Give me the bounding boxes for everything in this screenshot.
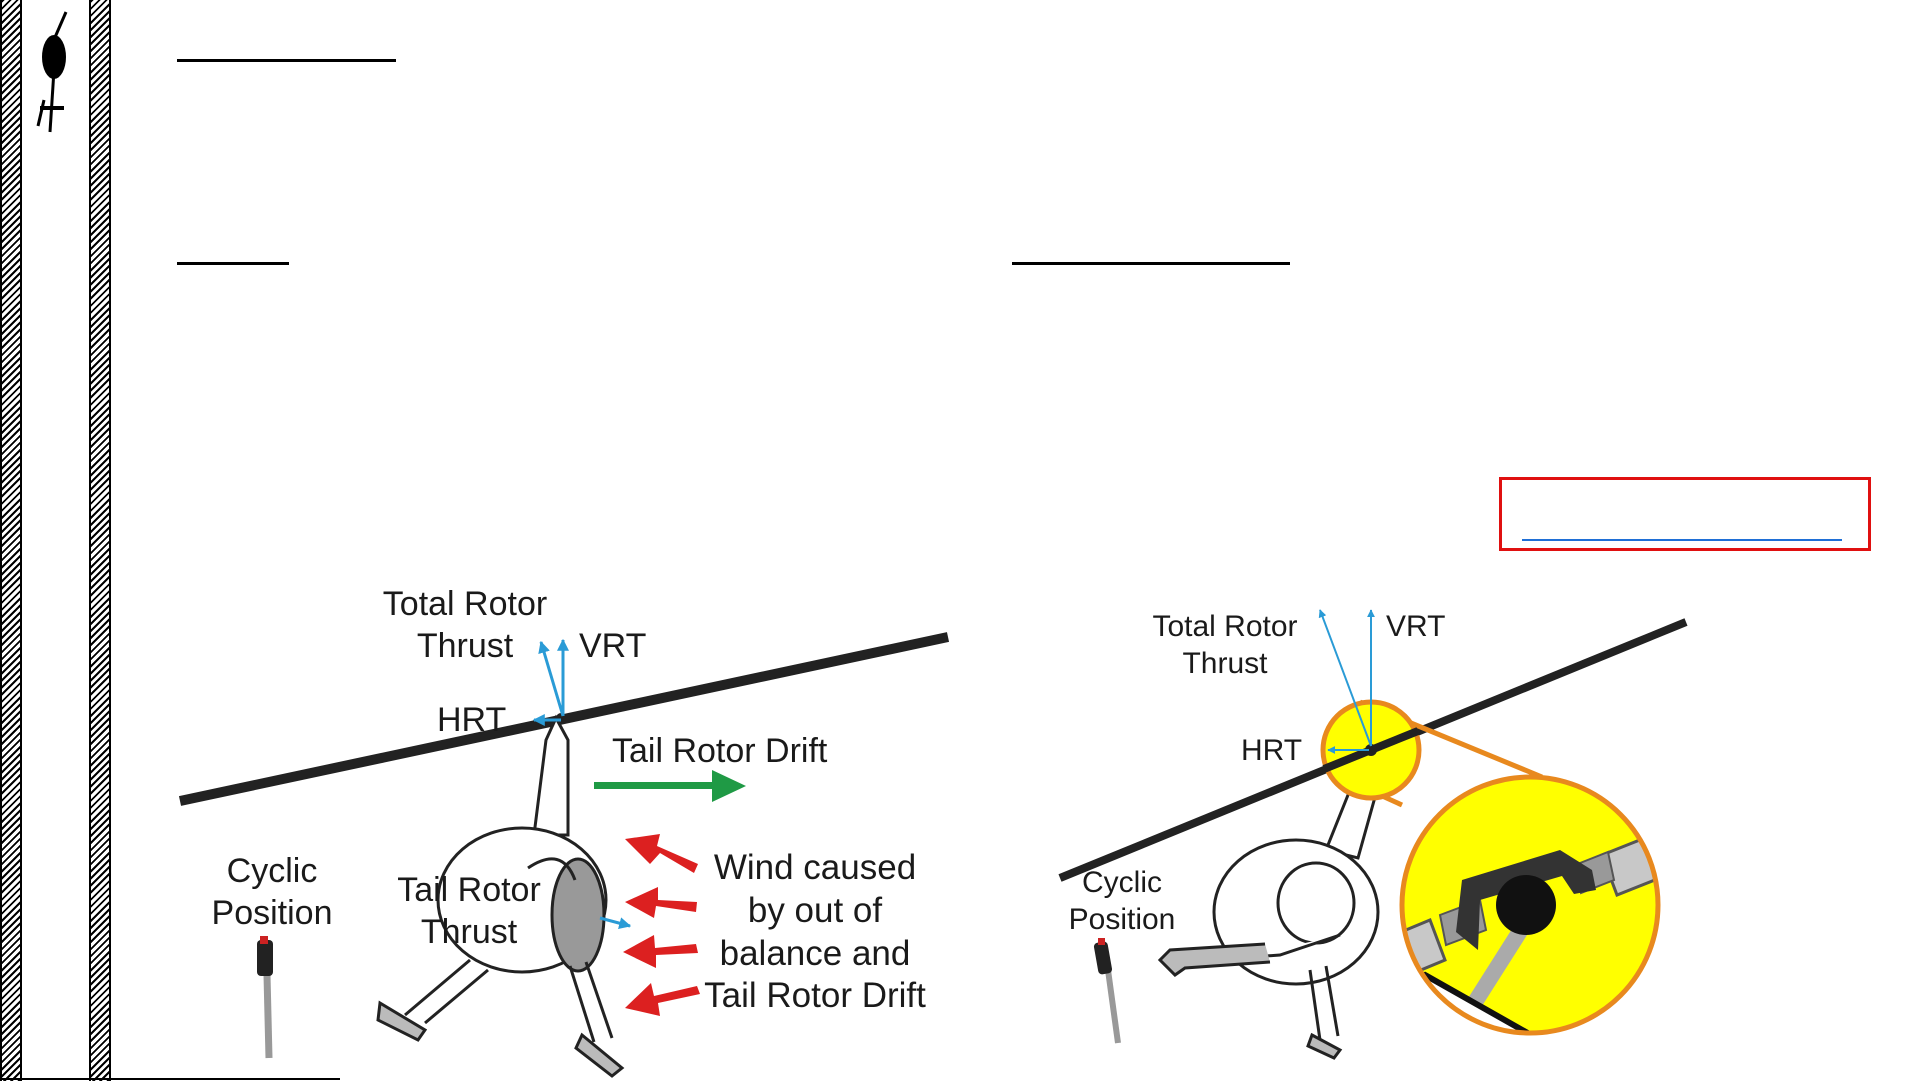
right-cyclic-stick bbox=[1093, 938, 1121, 1044]
left-tail-thrust-label-1: Tail Rotor bbox=[397, 871, 541, 909]
left-tail-thrust-arrow bbox=[599, 916, 632, 930]
left-heading-underline bbox=[177, 262, 289, 265]
wind-note-line-2: by out of bbox=[748, 891, 883, 930]
wind-note-line-1: Wind caused bbox=[714, 848, 916, 887]
right-total-thrust-label-2: Thrust bbox=[1182, 647, 1268, 680]
right-cyclic-label-2: Position bbox=[1069, 903, 1176, 936]
left-helicopter-body bbox=[376, 714, 625, 1078]
wind-note-line-3: balance and bbox=[720, 934, 911, 973]
helicopter-logo-icon bbox=[36, 11, 68, 133]
left-cyclic-label-2: Position bbox=[212, 894, 333, 932]
link-underline[interactable] bbox=[1522, 539, 1842, 541]
left-vrt-label: VRT bbox=[579, 627, 646, 665]
left-diagram: Total Rotor Thrust VRT HRT Tail Rotor Dr… bbox=[178, 585, 950, 1078]
right-vrt-label: VRT bbox=[1386, 610, 1445, 643]
left-tail-rotor-drift-label: Tail Rotor Drift bbox=[612, 732, 828, 770]
wind-note-line-4: Tail Rotor Drift bbox=[704, 976, 926, 1015]
right-total-thrust-label-1: Total Rotor bbox=[1152, 610, 1297, 643]
left-hrt-label: HRT bbox=[437, 701, 506, 739]
title-underline bbox=[177, 59, 396, 62]
left-total-thrust-arrow bbox=[538, 640, 565, 717]
right-hrt-label: HRT bbox=[1241, 734, 1302, 767]
left-cyclic-label-1: Cyclic bbox=[227, 852, 318, 890]
wind-arrows bbox=[623, 834, 700, 1016]
right-heading-underline bbox=[1012, 262, 1290, 265]
tail-rotor-drift-arrow bbox=[594, 770, 746, 802]
right-total-thrust-arrow bbox=[1318, 609, 1372, 747]
left-tail-thrust-label-2: Thrust bbox=[421, 913, 518, 951]
link-box[interactable] bbox=[1499, 477, 1871, 551]
left-cyclic-stick bbox=[257, 936, 273, 1059]
footer-underline bbox=[0, 1078, 340, 1080]
right-helicopter-body bbox=[1157, 744, 1384, 1060]
right-diagram: Total Rotor Thrust VRT HRT Cyclic Positi… bbox=[1058, 609, 1688, 1060]
left-border-strip-inner bbox=[89, 0, 111, 1081]
left-total-thrust-label-1: Total Rotor bbox=[383, 585, 547, 623]
right-rotor-hub-zoom bbox=[1320, 699, 1422, 801]
right-cyclic-label-1: Cyclic bbox=[1082, 866, 1162, 899]
left-border-strip bbox=[0, 0, 22, 1081]
left-total-thrust-label-2: Thrust bbox=[417, 627, 514, 665]
magnifier-detail bbox=[1399, 774, 1661, 1036]
